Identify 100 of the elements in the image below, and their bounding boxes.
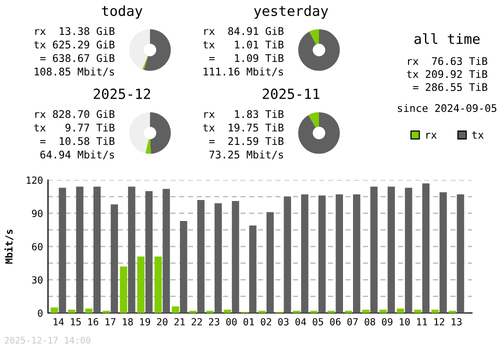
bar <box>172 306 180 313</box>
x-tick-label: 01 <box>244 318 254 326</box>
bar <box>224 310 232 313</box>
text: rx 84.91 GiB <box>204 26 284 36</box>
bar <box>232 201 240 313</box>
x-tick-label: 09 <box>382 318 392 326</box>
text: = 286.55 TiB <box>412 82 488 92</box>
bar <box>422 183 430 313</box>
bar <box>370 186 378 313</box>
donut-slice <box>298 29 340 71</box>
legend-label: rx <box>426 132 437 139</box>
bar <box>68 310 76 313</box>
x-tick-label: 06 <box>330 318 341 326</box>
x-tick-label: 16 <box>88 318 98 326</box>
bar <box>85 308 93 313</box>
text: tx 9.77 TiB <box>34 123 115 132</box>
donut-slice <box>129 112 150 154</box>
bar <box>380 310 387 313</box>
y-axis-title: Mbit/s <box>4 230 14 264</box>
bar <box>456 194 464 313</box>
donut-slice <box>142 56 148 70</box>
bar <box>110 204 118 313</box>
x-tick-label: 18 <box>122 318 133 326</box>
bar <box>353 194 360 313</box>
text: = 21.59 TiB <box>209 136 284 146</box>
bar <box>336 194 343 313</box>
x-tick-label: 20 <box>157 318 168 326</box>
bar <box>197 200 205 313</box>
bar <box>301 194 308 313</box>
donut-slice <box>150 112 171 154</box>
donut-slice <box>298 112 340 154</box>
x-tick-label: 04 <box>295 318 306 326</box>
text: 111.16 Mbit/s <box>204 67 283 76</box>
donut-slice <box>144 29 171 71</box>
text: tx 625.29 GiB <box>34 40 115 49</box>
y-tick-label: 120 <box>26 176 43 184</box>
x-tick-label: 23 <box>209 318 220 326</box>
x-tick-label: 13 <box>452 318 462 326</box>
bar <box>76 186 84 313</box>
y-tick-label: 60 <box>32 243 43 250</box>
text: tx 19.75 TiB <box>203 123 284 132</box>
text: tx 1.01 TiB <box>203 40 284 49</box>
text: since 2024-09-05 <box>398 104 496 112</box>
bar <box>137 256 144 313</box>
x-tick-label: 05 <box>312 318 324 326</box>
x-tick-label: 14 <box>54 318 64 326</box>
bar <box>388 186 395 313</box>
chart-title: today <box>102 5 142 19</box>
text: = 10.58 TiB <box>40 136 115 146</box>
bar <box>362 310 370 313</box>
donut-slice <box>309 29 319 44</box>
legend-label: tx <box>472 131 484 139</box>
text: = 1.09 TiB <box>209 54 284 62</box>
x-tick-label: 21 <box>174 318 185 326</box>
bar <box>128 186 136 313</box>
y-tick-label: 0 <box>38 310 43 317</box>
text: rx 13.38 GiB <box>35 26 115 36</box>
bar <box>58 188 66 313</box>
bar <box>284 196 292 313</box>
x-tick-label: 02 <box>260 318 272 326</box>
x-tick-label: 22 <box>192 318 202 326</box>
y-tick-label: 30 <box>32 276 43 284</box>
bar <box>249 225 256 313</box>
x-tick-label: 10 <box>400 318 410 326</box>
donut-slice <box>145 139 151 154</box>
chart-title: 2025-12 <box>94 88 150 100</box>
bar <box>318 196 326 313</box>
bar <box>162 188 170 313</box>
text: rx 828.70 GiB <box>35 110 115 118</box>
x-tick-label: 08 <box>364 318 376 326</box>
bar <box>154 256 162 313</box>
text: 108.85 Mbit/s <box>34 67 114 76</box>
x-tick-label: 19 <box>140 318 150 326</box>
y-tick-label: 90 <box>32 210 43 218</box>
donut-slice <box>308 112 319 128</box>
chart-title: 2025-11 <box>262 88 320 100</box>
x-tick-label: 07 <box>347 318 358 326</box>
x-tick-label: 11 <box>417 318 428 326</box>
bar <box>266 212 274 313</box>
bar <box>180 221 188 313</box>
bar <box>145 191 153 313</box>
text: 73.25 Mbit/s <box>209 150 283 160</box>
x-tick-label: 00 <box>226 318 237 326</box>
x-tick-label: 17 <box>106 318 116 326</box>
x-tick-label: 12 <box>434 318 444 326</box>
text: all time <box>414 33 480 44</box>
chart-title: yesterday <box>254 5 328 19</box>
text: rx 1.83 TiB <box>204 110 284 118</box>
bar <box>93 186 101 313</box>
text: tx 209.92 TiB <box>406 70 488 78</box>
x-tick-label: 03 <box>278 318 288 326</box>
bar <box>440 192 447 313</box>
x-tick-label: 15 <box>71 318 81 326</box>
bar <box>404 188 412 313</box>
text: = 638.67 GiB <box>40 54 115 62</box>
text: 64.94 Mbit/s <box>40 150 114 160</box>
bar <box>50 307 58 313</box>
text: rx 76.63 TiB <box>408 56 488 66</box>
bar <box>120 266 128 313</box>
bar <box>431 310 439 313</box>
